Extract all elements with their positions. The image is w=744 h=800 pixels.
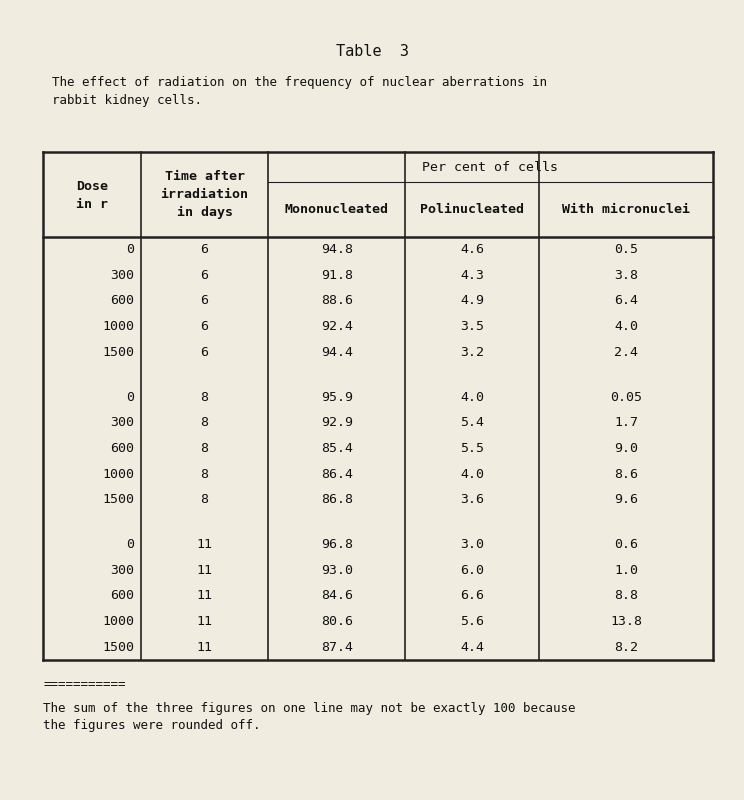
- Text: 93.0: 93.0: [321, 564, 353, 577]
- Text: 0: 0: [126, 538, 134, 551]
- Text: 6.0: 6.0: [461, 564, 484, 577]
- Text: 5.6: 5.6: [461, 615, 484, 628]
- Text: 6: 6: [201, 269, 208, 282]
- Text: 1000: 1000: [102, 467, 134, 481]
- Text: 6.4: 6.4: [614, 294, 638, 307]
- Text: 4.6: 4.6: [461, 243, 484, 256]
- Text: in r: in r: [76, 198, 109, 210]
- Text: Dose: Dose: [76, 180, 109, 193]
- Text: 94.8: 94.8: [321, 243, 353, 256]
- Text: 9.0: 9.0: [614, 442, 638, 455]
- Text: 0: 0: [126, 390, 134, 404]
- Text: 87.4: 87.4: [321, 641, 353, 654]
- Text: the figures were rounded off.: the figures were rounded off.: [43, 719, 260, 732]
- Text: 1500: 1500: [102, 493, 134, 506]
- Text: 86.4: 86.4: [321, 467, 353, 481]
- Text: 2.4: 2.4: [614, 346, 638, 358]
- Text: 4.3: 4.3: [461, 269, 484, 282]
- Text: 8.8: 8.8: [614, 590, 638, 602]
- Text: Table  3: Table 3: [336, 44, 408, 59]
- Text: 1000: 1000: [102, 320, 134, 333]
- Text: 4.0: 4.0: [614, 320, 638, 333]
- Text: The effect of radiation on the frequency of nuclear aberrations in: The effect of radiation on the frequency…: [52, 76, 547, 89]
- Text: 85.4: 85.4: [321, 442, 353, 455]
- Text: 80.6: 80.6: [321, 615, 353, 628]
- Text: 1500: 1500: [102, 346, 134, 358]
- Text: 1500: 1500: [102, 641, 134, 654]
- Text: 4.9: 4.9: [461, 294, 484, 307]
- Text: 11: 11: [196, 641, 213, 654]
- Text: 6: 6: [201, 243, 208, 256]
- Text: 300: 300: [110, 564, 134, 577]
- Text: 8: 8: [201, 493, 208, 506]
- Text: 3.2: 3.2: [461, 346, 484, 358]
- Text: 84.6: 84.6: [321, 590, 353, 602]
- Text: 8: 8: [201, 467, 208, 481]
- Text: 6: 6: [201, 346, 208, 358]
- Text: 8: 8: [201, 442, 208, 455]
- Text: Time after: Time after: [164, 170, 245, 183]
- Text: 6: 6: [201, 320, 208, 333]
- Text: 4.0: 4.0: [461, 467, 484, 481]
- Text: 1.0: 1.0: [614, 564, 638, 577]
- Text: 0.5: 0.5: [614, 243, 638, 256]
- Text: 4.0: 4.0: [461, 390, 484, 404]
- Text: 8: 8: [201, 416, 208, 430]
- Text: 94.4: 94.4: [321, 346, 353, 358]
- Text: The sum of the three figures on one line may not be exactly 100 because: The sum of the three figures on one line…: [43, 702, 576, 714]
- Text: 0: 0: [126, 243, 134, 256]
- Text: 11: 11: [196, 615, 213, 628]
- Text: 8.6: 8.6: [614, 467, 638, 481]
- Text: irradiation: irradiation: [161, 188, 248, 201]
- Text: 300: 300: [110, 269, 134, 282]
- Text: 8.2: 8.2: [614, 641, 638, 654]
- Text: 3.0: 3.0: [461, 538, 484, 551]
- Text: Mononucleated: Mononucleated: [285, 203, 388, 216]
- Text: 1000: 1000: [102, 615, 134, 628]
- Text: 3.6: 3.6: [461, 493, 484, 506]
- Text: 4.4: 4.4: [461, 641, 484, 654]
- Text: 88.6: 88.6: [321, 294, 353, 307]
- Text: 600: 600: [110, 590, 134, 602]
- Text: 1.7: 1.7: [614, 416, 638, 430]
- Text: in days: in days: [176, 206, 233, 218]
- Text: 92.9: 92.9: [321, 416, 353, 430]
- Text: rabbit kidney cells.: rabbit kidney cells.: [52, 94, 202, 107]
- Text: 3.8: 3.8: [614, 269, 638, 282]
- Text: Per cent of cells: Per cent of cells: [423, 161, 558, 174]
- Text: With micronuclei: With micronuclei: [562, 203, 690, 216]
- Text: Polinucleated: Polinucleated: [420, 203, 525, 216]
- Text: ===========: ===========: [43, 678, 126, 690]
- Text: 0.6: 0.6: [614, 538, 638, 551]
- Text: 13.8: 13.8: [610, 615, 642, 628]
- Text: 600: 600: [110, 442, 134, 455]
- Text: 8: 8: [201, 390, 208, 404]
- Text: 6.6: 6.6: [461, 590, 484, 602]
- Text: 92.4: 92.4: [321, 320, 353, 333]
- Text: 5.4: 5.4: [461, 416, 484, 430]
- Text: 0.05: 0.05: [610, 390, 642, 404]
- Text: 9.6: 9.6: [614, 493, 638, 506]
- Text: 3.5: 3.5: [461, 320, 484, 333]
- Text: 5.5: 5.5: [461, 442, 484, 455]
- Text: 11: 11: [196, 564, 213, 577]
- Text: 95.9: 95.9: [321, 390, 353, 404]
- Text: 11: 11: [196, 590, 213, 602]
- Text: 96.8: 96.8: [321, 538, 353, 551]
- Text: 6: 6: [201, 294, 208, 307]
- Text: 600: 600: [110, 294, 134, 307]
- Text: 300: 300: [110, 416, 134, 430]
- Text: 91.8: 91.8: [321, 269, 353, 282]
- Text: 86.8: 86.8: [321, 493, 353, 506]
- Text: 11: 11: [196, 538, 213, 551]
